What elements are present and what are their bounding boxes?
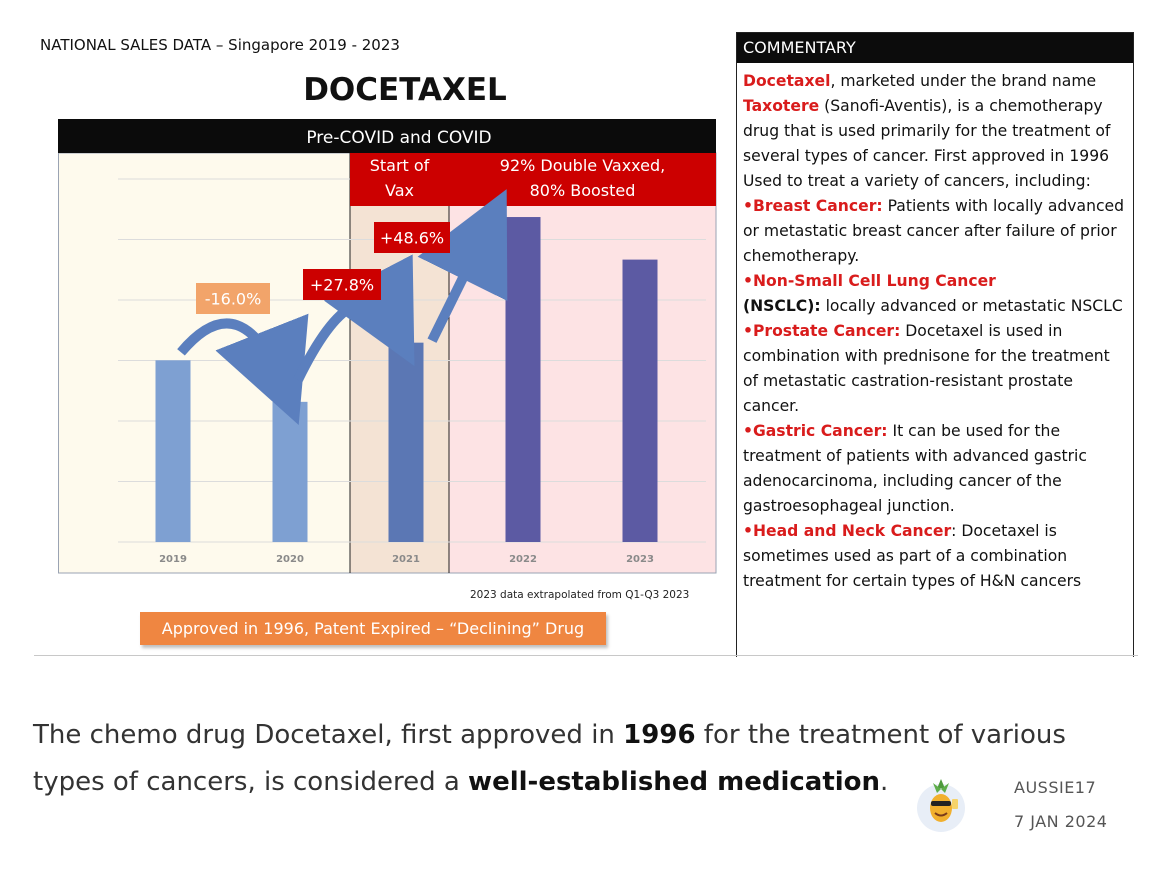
commentary-intro: Docetaxel, marketed under the brand name… <box>743 72 1111 165</box>
bar-2019 <box>155 360 191 542</box>
commentary-heading: COMMENTARY <box>737 33 1133 63</box>
start-of-vax-label: Start of Vax <box>370 156 430 200</box>
approved-badge: Approved in 1996, Patent Expired – “Decl… <box>140 612 606 645</box>
x-tick-label: 2022 <box>509 554 537 565</box>
divider <box>34 655 1138 656</box>
sales-data-title: NATIONAL SALES DATA – Singapore 2019 - 2… <box>40 36 400 54</box>
sales-chart: Pre-COVID and COVID 2019 2020 2021 2022 2023… <box>58 119 718 575</box>
boosted-region <box>449 153 716 573</box>
change-label-2021: +27.8% <box>310 276 374 295</box>
bar-2020 <box>272 401 308 542</box>
list-item: •Head and Neck Cancer: Docetaxel is some… <box>743 522 1082 590</box>
arrow-2020-2021 <box>293 254 415 383</box>
x-tick-label: 2021 <box>392 554 420 565</box>
post-date: 7 JAN 2024 <box>1014 812 1108 831</box>
change-label-2022-box <box>374 222 450 253</box>
chart-canvas: Pre-COVID and COVID 2019 2020 2021 2022 2023… <box>58 119 717 574</box>
x-tick-label: 2023 <box>626 554 654 565</box>
x-tick-label: 2019 <box>159 554 187 565</box>
change-label-2022: +48.6% <box>380 229 444 248</box>
list-item: •Breast Cancer: Patients with locally ad… <box>743 197 1125 265</box>
list-item: •Non-Small Cell Lung Cancer (NSCLC): loca… <box>743 272 1123 315</box>
arrow-2021-2022 <box>417 189 508 343</box>
x-tick-label: 2020 <box>276 554 304 565</box>
bar-2023 <box>622 259 658 542</box>
bar-2022 <box>505 217 541 542</box>
extrapolation-note: 2023 data extrapolated from Q1-Q3 2023 <box>470 589 690 601</box>
change-label-2020: -16.0% <box>205 290 262 309</box>
post-caption: The chemo drug Docetaxel, first approved… <box>33 720 1066 797</box>
bar-2021 <box>388 342 424 542</box>
drug-title: DOCETAXEL <box>303 72 507 108</box>
chart-banner-text: Pre-COVID and COVID <box>306 128 491 148</box>
change-label-2021-box <box>303 269 381 300</box>
boosted-label: 92% Double Vaxxed, 80% Boosted <box>500 156 665 200</box>
list-item: •Prostate Cancer: Docetaxel is used in c… <box>743 322 1110 415</box>
brand-name: Taxotere <box>743 97 820 115</box>
change-label-2020-box <box>196 283 270 314</box>
pineapple-avatar-icon[interactable] <box>914 775 968 833</box>
commentary-used-for: Used to treat a variety of cancers, incl… <box>743 172 1091 190</box>
commentary-body: Docetaxel, marketed under the brand name… <box>737 63 1133 594</box>
author-name[interactable]: AUSSIE17 <box>1014 778 1097 797</box>
commentary-panel: COMMENTARY Docetaxel, marketed under the… <box>736 32 1134 657</box>
list-item: •Gastric Cancer: It can be used for the … <box>743 422 1087 515</box>
arrow-2019-2020 <box>177 313 309 426</box>
drug-name: Docetaxel <box>743 72 831 90</box>
chart-banner <box>58 119 716 153</box>
